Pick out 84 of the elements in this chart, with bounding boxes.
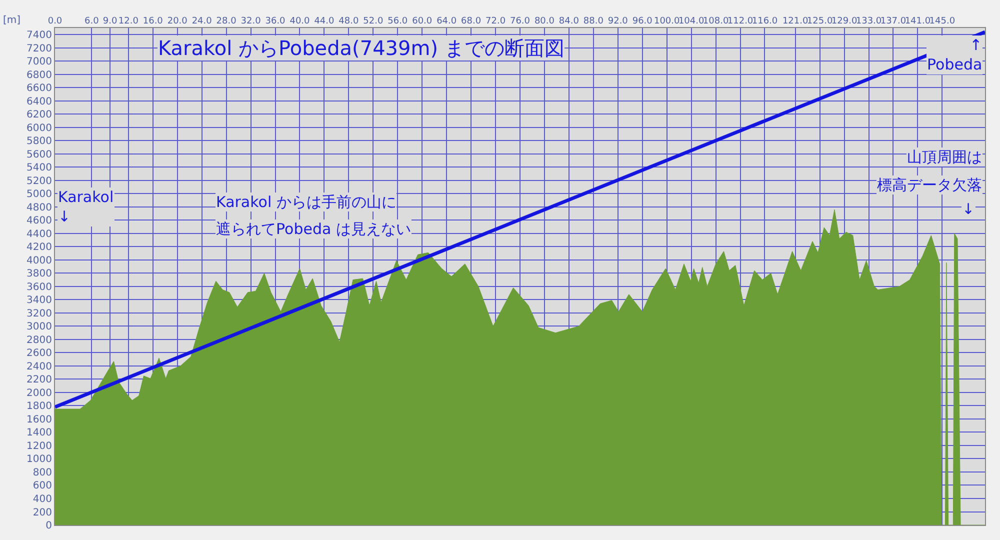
y-tick-label: 2200 <box>26 374 52 386</box>
x-tick-label: 84.0 <box>558 16 580 26</box>
annotation: 標高データ欠落 <box>877 176 982 194</box>
x-tick-label: 96.0 <box>632 16 653 26</box>
annotation: 山頂周囲は <box>907 148 982 166</box>
annotation: Karakol からは手前の山に <box>216 193 396 211</box>
y-tick-label: 5600 <box>26 149 52 160</box>
x-tick-label: 64.0 <box>436 16 457 26</box>
annotation: 遮られてPobeda は見えない <box>216 220 411 238</box>
y-tick-label: 3000 <box>26 322 52 333</box>
x-tick-label: 121.0 <box>782 16 808 26</box>
y-tick-label: 1000 <box>26 454 52 466</box>
x-tick-label: 36.0 <box>265 16 286 26</box>
y-tick-label: 1400 <box>26 428 52 439</box>
y-tick-label: 1800 <box>26 401 52 412</box>
y-tick-label: 1600 <box>26 414 52 426</box>
x-tick-label: 44.0 <box>314 16 334 26</box>
x-tick-label: 112.0 <box>727 16 754 26</box>
x-tick-label: 0.0 <box>48 16 62 26</box>
x-tick-label: 9.0 <box>102 16 118 26</box>
y-tick-label: 800 <box>32 467 52 478</box>
y-tick-label: 2800 <box>26 334 52 346</box>
x-tick-label: 40.0 <box>290 16 310 26</box>
x-tick-label: 100.0 <box>654 16 680 26</box>
x-tick-label: 16.0 <box>142 16 164 26</box>
y-tick-label: 6600 <box>26 83 52 94</box>
y-tick-label: 2600 <box>26 348 52 360</box>
annotation: ↓ <box>962 200 975 218</box>
y-tick-label: 6800 <box>26 70 52 81</box>
y-tick-label: 5800 <box>26 136 52 148</box>
x-tick-label: 48.0 <box>338 16 359 26</box>
y-tick-label: 2400 <box>26 361 52 372</box>
x-tick-label: 129.0 <box>831 16 858 26</box>
y-tick-label: 5200 <box>26 176 52 187</box>
y-tick-label: 6000 <box>26 122 52 134</box>
x-tick-label: 24.0 <box>192 16 212 26</box>
x-tick-label: 68.0 <box>461 16 482 26</box>
y-tick-label: 4200 <box>26 242 52 254</box>
y-tick-label: 4000 <box>26 255 52 266</box>
x-tick-label: 125.0 <box>806 16 833 26</box>
x-tick-label: 141.0 <box>904 16 931 26</box>
y-tick-label: 1200 <box>26 440 52 452</box>
y-tick-label: 6400 <box>26 96 52 108</box>
x-tick-label: 52.0 <box>363 16 384 26</box>
y-tick-label: 4800 <box>26 202 52 214</box>
x-tick-label: 6.0 <box>84 16 100 26</box>
x-tick-label: 32.0 <box>240 16 262 26</box>
y-tick-label: 7200 <box>26 43 52 54</box>
text: Karakol からPobeda(7439m) までの断面図 <box>158 36 564 60</box>
y-tick-label: 400 <box>32 494 52 505</box>
x-tick-label: 104.0 <box>678 16 704 26</box>
x-tick-label: 137.0 <box>880 16 906 26</box>
y-tick-label: 5000 <box>26 189 52 200</box>
x-tick-label: 80.0 <box>534 16 555 26</box>
x-tick-label: 116.0 <box>752 16 778 26</box>
y-tick-label: 3200 <box>26 308 52 320</box>
y-tick-label: 7000 <box>26 56 52 68</box>
y-axis-title: [m] <box>3 15 21 26</box>
y-tick-label: 5400 <box>26 162 52 174</box>
annotation: Karakol ↓ <box>58 188 114 226</box>
x-tick-label: 20.0 <box>167 16 188 26</box>
y-tick-label: 4600 <box>26 216 52 227</box>
x-tick-label: 88.0 <box>583 16 604 26</box>
x-tick-label: 60.0 <box>412 16 432 26</box>
x-tick-label: 108.0 <box>702 16 729 26</box>
x-tick-label: 145.0 <box>929 16 956 26</box>
x-tick-label: 56.0 <box>388 16 408 26</box>
x-tick-label: 133.0 <box>856 16 882 26</box>
y-tick-label: 0 <box>46 520 52 532</box>
x-tick-label: 72.0 <box>486 16 506 26</box>
x-tick-label: 12.0 <box>118 16 139 26</box>
x-tick-label: 92.0 <box>608 16 628 26</box>
y-tick-label: 200 <box>32 507 52 518</box>
y-tick-label: 2000 <box>26 388 52 399</box>
y-tick-label: 3600 <box>26 282 52 293</box>
y-tick-label: 7400 <box>26 30 52 42</box>
x-tick-label: 76.0 <box>510 16 530 26</box>
y-tick-label: 600 <box>32 480 52 492</box>
y-tick-label: 6200 <box>26 110 52 121</box>
y-tick-label: 3400 <box>26 295 52 306</box>
y-tick-label: 4400 <box>26 228 52 240</box>
annotation: ↑ Pobeda <box>927 36 982 74</box>
y-tick-label: 3800 <box>26 268 52 280</box>
x-tick-label: 28.0 <box>216 16 237 26</box>
